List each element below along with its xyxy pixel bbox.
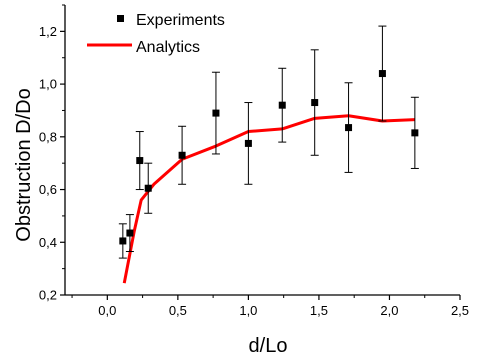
plot-area xyxy=(64,5,460,296)
y-tick-label: 0,4 xyxy=(39,235,57,250)
experiment-point-group xyxy=(278,67,287,143)
experiment-point-group xyxy=(244,102,253,185)
experiment-point-group xyxy=(410,96,419,169)
experiment-point xyxy=(126,229,134,237)
y-tick-label: 0,8 xyxy=(39,129,57,144)
x-tick-label: 2,5 xyxy=(451,303,469,318)
y-tick-label: 1,0 xyxy=(39,77,57,92)
legend: Experiments Analytics xyxy=(87,12,225,56)
experiment-point xyxy=(244,139,252,147)
experiment-point xyxy=(345,124,353,132)
legend-label-experiments: Experiments xyxy=(136,12,225,29)
experiment-point-group xyxy=(144,162,153,214)
experiment-point xyxy=(212,109,220,117)
experiment-point-group xyxy=(211,71,220,155)
experiment-point xyxy=(378,70,386,78)
experiment-point xyxy=(144,184,152,192)
x-tick-label: 0,5 xyxy=(169,303,187,318)
x-tick-label: 2,0 xyxy=(380,303,398,318)
analytics-line xyxy=(122,114,415,284)
experiment-point xyxy=(178,151,186,159)
y-tick-label: 1,2 xyxy=(39,24,57,39)
x-tick-label: 0,0 xyxy=(98,303,116,318)
experiment-point-group xyxy=(310,49,319,156)
experiment-point-group xyxy=(125,214,134,252)
y-axis-title: Obstruction D/Do xyxy=(13,88,35,241)
y-ticks: 0,2 0,4 0,6 0,8 1,0 1,2 xyxy=(39,4,65,303)
experiment-point xyxy=(311,99,319,107)
x-tick-label: 1,5 xyxy=(310,303,328,318)
x-ticks: 0,0 0,5 1,0 1,5 2,0 2,5 xyxy=(71,295,469,318)
y-tick-label: 0,2 xyxy=(39,288,57,303)
experiment-point xyxy=(119,237,127,245)
x-tick-label: 1,0 xyxy=(239,303,257,318)
experiment-point xyxy=(278,101,286,109)
experiment-point-group xyxy=(344,82,353,173)
experiment-point-group xyxy=(178,125,187,185)
experiment-point xyxy=(411,129,419,137)
experiment-point-group xyxy=(118,223,127,259)
experiment-point-group xyxy=(378,25,387,122)
y-tick-label: 0,6 xyxy=(39,182,57,197)
series-layer xyxy=(118,25,419,284)
legend-marker-experiments xyxy=(117,15,124,22)
experiment-point-group xyxy=(135,131,144,191)
experiment-point xyxy=(136,157,144,165)
legend-label-analytics: Analytics xyxy=(136,39,200,56)
x-axis-title: d/Lo xyxy=(249,335,288,357)
